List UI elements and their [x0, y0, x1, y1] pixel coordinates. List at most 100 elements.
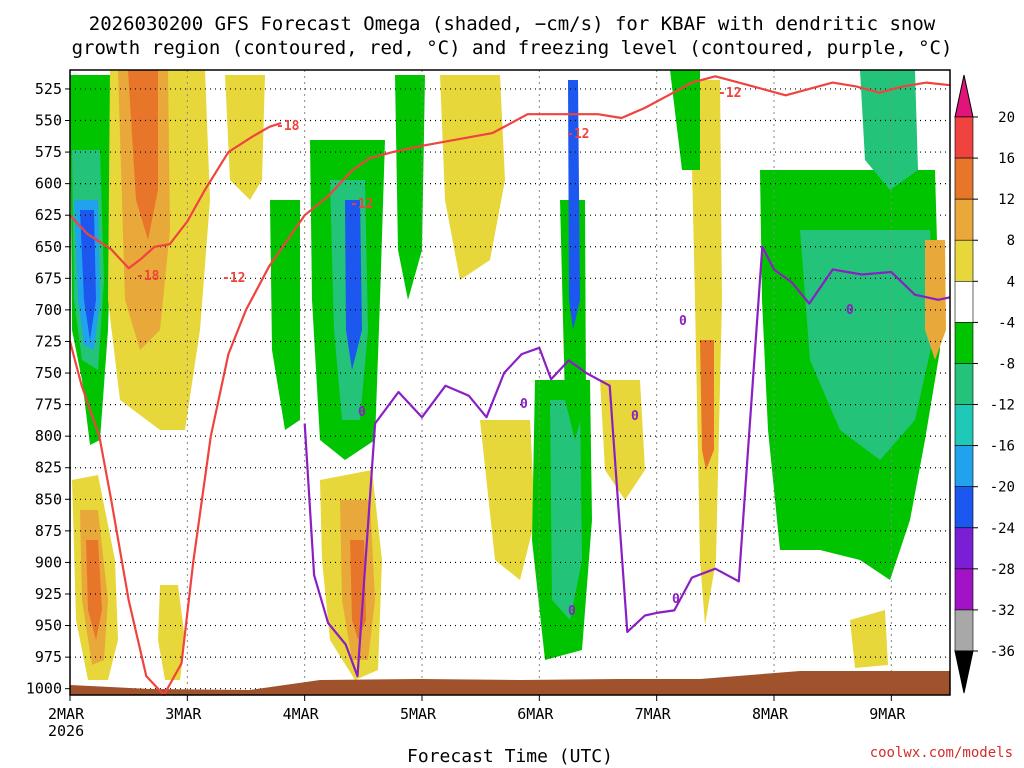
y-tick-label-700: 700: [35, 301, 62, 319]
y-tick-label-575: 575: [35, 143, 62, 161]
terrain-ground: [70, 671, 950, 695]
colorbar-tick-label-7: -12: [990, 398, 1015, 414]
y-tick-label-675: 675: [35, 269, 62, 287]
contour-label-zero-b: 0: [520, 397, 528, 412]
colorbar-bottom-arrow: [954, 650, 974, 694]
x-axis-title: Forecast Time (UTC): [407, 746, 613, 767]
contour-label-zero-a: 0: [358, 405, 366, 420]
contour-label-zero-e: 0: [672, 592, 680, 607]
y-tick-label-625: 625: [35, 206, 62, 224]
y-tick-label-725: 725: [35, 332, 62, 350]
y-tick-label-925: 925: [35, 585, 62, 603]
colorbar-tick-label-3: 8: [1007, 233, 1015, 249]
colorbar-tick-label-5: -4: [998, 315, 1015, 331]
plot-area: -18 -18 -12 -12 -12 -12 0 0 0 0 0 0 0: [68, 69, 951, 697]
contour-freezing-level: [303, 245, 951, 678]
contour-lines: [68, 75, 951, 697]
shade-yellow-streak-a: [225, 75, 265, 200]
shade-blue-4mar: [345, 200, 362, 370]
y-tick-label-600: 600: [35, 175, 62, 193]
colorbar-swatch-7: [954, 404, 974, 446]
colorbar-swatch-10: [954, 527, 974, 570]
omega-shading: [70, 70, 946, 680]
plot-frame: [69, 69, 951, 696]
y-tick-label-525: 525: [35, 80, 62, 98]
y-tick-label-550: 550: [35, 112, 62, 130]
colorbar-swatch-8: [954, 445, 974, 487]
colorbar-swatch-2: [954, 198, 974, 241]
contour-isotherm--12: [68, 75, 951, 697]
x-tick-label-7MAR: 7MAR: [635, 705, 672, 723]
shade-green-5mar: [395, 75, 425, 300]
y-tick-label-900: 900: [35, 553, 62, 571]
y-axis: 525 550 575 600 625 650 675 700 725 750 775 800 825 8…: [26, 80, 70, 698]
shade-teal-6mar: [550, 400, 582, 620]
shade-yellow-9mar-low: [850, 610, 888, 668]
colorbar-tick-label-13: -36: [990, 644, 1015, 660]
colorbar-tick-label-10: -24: [990, 521, 1015, 537]
colorbar-swatch-3: [954, 239, 974, 282]
y-tick-label-750: 750: [35, 364, 62, 382]
x-tick-label-8MAR: 8MAR: [752, 705, 789, 723]
x-axis: 2MAR 3MAR 4MAR 5MAR 6MAR 7MAR 8MAR 9MAR: [48, 695, 906, 723]
colorbar-swatch-5: [954, 322, 974, 364]
x-tick-label-5MAR: 5MAR: [400, 705, 437, 723]
contour-label-m12-mid: -12: [350, 197, 373, 212]
x-tick-label-3MAR: 3MAR: [165, 705, 202, 723]
colorbar-swatch-12: [954, 609, 974, 652]
y-tick-label-850: 850: [35, 490, 62, 508]
shade-orange-lower-left: [86, 540, 102, 640]
contour-label-zero-c: 0: [631, 409, 639, 424]
shade-green-streak-a: [270, 200, 300, 430]
y-tick-label-950: 950: [35, 617, 62, 635]
contour-label-zero-d: 0: [679, 314, 687, 329]
y-tick-label-825: 825: [35, 459, 62, 477]
x-tick-label-2MAR: 2MAR: [48, 705, 85, 723]
shade-yellow-5mar-mid: [480, 420, 535, 580]
colorbar-swatch-0: [954, 116, 974, 159]
colorbar-tick-label-11: -28: [990, 562, 1015, 578]
colorbar-tick-label-2: 12: [998, 192, 1015, 208]
x-tick-label-6MAR: 6MAR: [517, 705, 554, 723]
colorbar-swatch-6: [954, 363, 974, 405]
colorbar-tick-label-6: -8: [998, 356, 1015, 372]
colorbar-swatch-4: [954, 281, 974, 323]
contour-label-m18-lower: -18: [136, 269, 160, 284]
x-tick-label-9MAR: 9MAR: [869, 705, 906, 723]
shade-teal-8mar: [800, 230, 935, 460]
shade-orange-upper-left: [128, 70, 158, 240]
contour-label-m12-lower: -12: [222, 271, 245, 286]
contour-label-m18-upper: -18: [276, 119, 300, 134]
shade-blue-left: [80, 210, 96, 340]
contour-label-zero-f: 0: [568, 604, 576, 619]
colorbar-tick-label-12: -32: [990, 603, 1015, 619]
y-tick-label-1000: 1000: [26, 680, 62, 698]
shade-yellow-lower-left2: [158, 585, 185, 680]
chart-title-line2: growth region (contoured, red, °C) and f…: [72, 37, 953, 59]
horizontal-gridlines: [70, 88, 950, 690]
contour-isotherm--18: [69, 121, 282, 270]
contour-label-m12-upper: -12: [566, 127, 589, 142]
colorbar-swatch-11: [954, 568, 974, 611]
shade-yellow-5mar: [440, 75, 505, 280]
x-tick-label-4MAR: 4MAR: [283, 705, 320, 723]
x-axis-year: 2026: [48, 722, 84, 740]
chart-title-line1: 2026030200 GFS Forecast Omega (shaded, −…: [89, 13, 936, 35]
colorbar: 20 16 12 8 4 -4 -8 -12 -16 -20 -24 -28 -32 -36: [954, 74, 1015, 694]
credit-text: coolwx.com/models: [870, 745, 1013, 761]
colorbar-top-arrow: [954, 74, 974, 118]
colorbar-tick-label-8: -16: [990, 439, 1015, 455]
colorbar-tick-label-1: 16: [998, 151, 1015, 167]
colorbar-tick-label-0: 20: [998, 110, 1015, 126]
y-tick-label-875: 875: [35, 522, 62, 540]
y-tick-label-975: 975: [35, 648, 62, 666]
shade-teal-9mar-top: [860, 70, 918, 190]
contour-label-m12-right: -12: [718, 86, 741, 101]
y-tick-label-800: 800: [35, 427, 62, 445]
colorbar-tick-label-9: -20: [990, 480, 1015, 496]
y-tick-label-650: 650: [35, 238, 62, 256]
vertical-gridlines: [186, 70, 892, 695]
colorbar-swatch-1: [954, 157, 974, 200]
colorbar-tick-label-4: 4: [1007, 274, 1015, 290]
